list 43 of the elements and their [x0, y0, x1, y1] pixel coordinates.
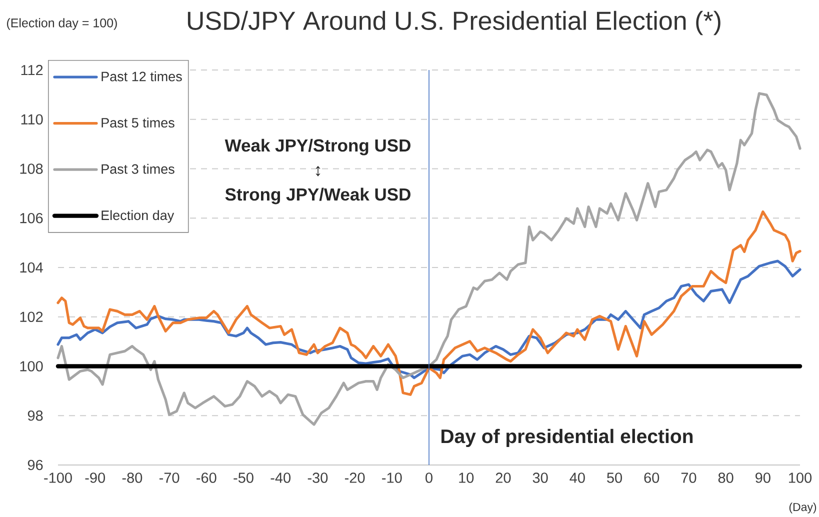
chart-title: USD/JPY Around U.S. Presidential Election (*): [188, 10, 720, 36]
x-tick-label: -80: [122, 472, 142, 483]
x-tick-label: 70: [681, 472, 696, 483]
x-tick-label: -100: [44, 472, 72, 483]
y-tick-label: 104: [20, 262, 43, 273]
y-tick-label: 110: [21, 114, 43, 125]
x-tick-label: -40: [270, 472, 291, 483]
y-tick-label: 112: [21, 64, 43, 76]
y-tick-label: 102: [20, 312, 43, 322]
x-tick-label: 80: [718, 472, 734, 483]
x-tick-label: 60: [644, 472, 660, 483]
y-tick-label: 96: [28, 460, 43, 470]
x-tick-label: 20: [496, 472, 511, 483]
x-tick-label: -50: [234, 472, 254, 483]
x-tick-label: 90: [756, 472, 770, 483]
x-tick-label: 100: [789, 472, 812, 483]
x-tick-label: -10: [382, 472, 402, 483]
x-tick-label: -70: [159, 472, 180, 483]
y-axis-title: (Election day = 100): [6, 18, 117, 30]
x-tick-label: 0: [426, 472, 432, 483]
y-tick-label: 106: [20, 212, 43, 224]
legend-label: Past 3 times: [102, 164, 174, 174]
x-tick-label: -30: [308, 472, 328, 483]
x-tick-label: 50: [607, 472, 622, 483]
x-tick-label: 10: [459, 472, 474, 483]
y-tick-label: 98: [28, 410, 43, 421]
annotation: Strong JPY/Weak USD: [225, 188, 410, 204]
line-series: [56, 210, 802, 396]
legend-label: Election day: [102, 210, 174, 223]
y-tick-label: 100: [20, 361, 43, 372]
x-tick-label: 40: [570, 472, 585, 483]
annotation: Weak JPY/Strong USD: [224, 138, 410, 156]
legend-label: Past 12 times: [102, 71, 182, 82]
legend-label: Past 5 times: [102, 118, 174, 128]
x-tick-label: 30: [532, 472, 548, 483]
annotation: ↕: [316, 166, 320, 176]
y-tick-label: 108: [20, 164, 43, 174]
x-axis-title: (Day): [789, 502, 816, 514]
line-series: [56, 92, 802, 426]
x-tick-label: -60: [196, 472, 216, 483]
x-tick-label: -20: [344, 472, 365, 483]
x-tick-label: -90: [85, 472, 106, 483]
ref-line-label: Day of presidential election: [442, 428, 693, 448]
